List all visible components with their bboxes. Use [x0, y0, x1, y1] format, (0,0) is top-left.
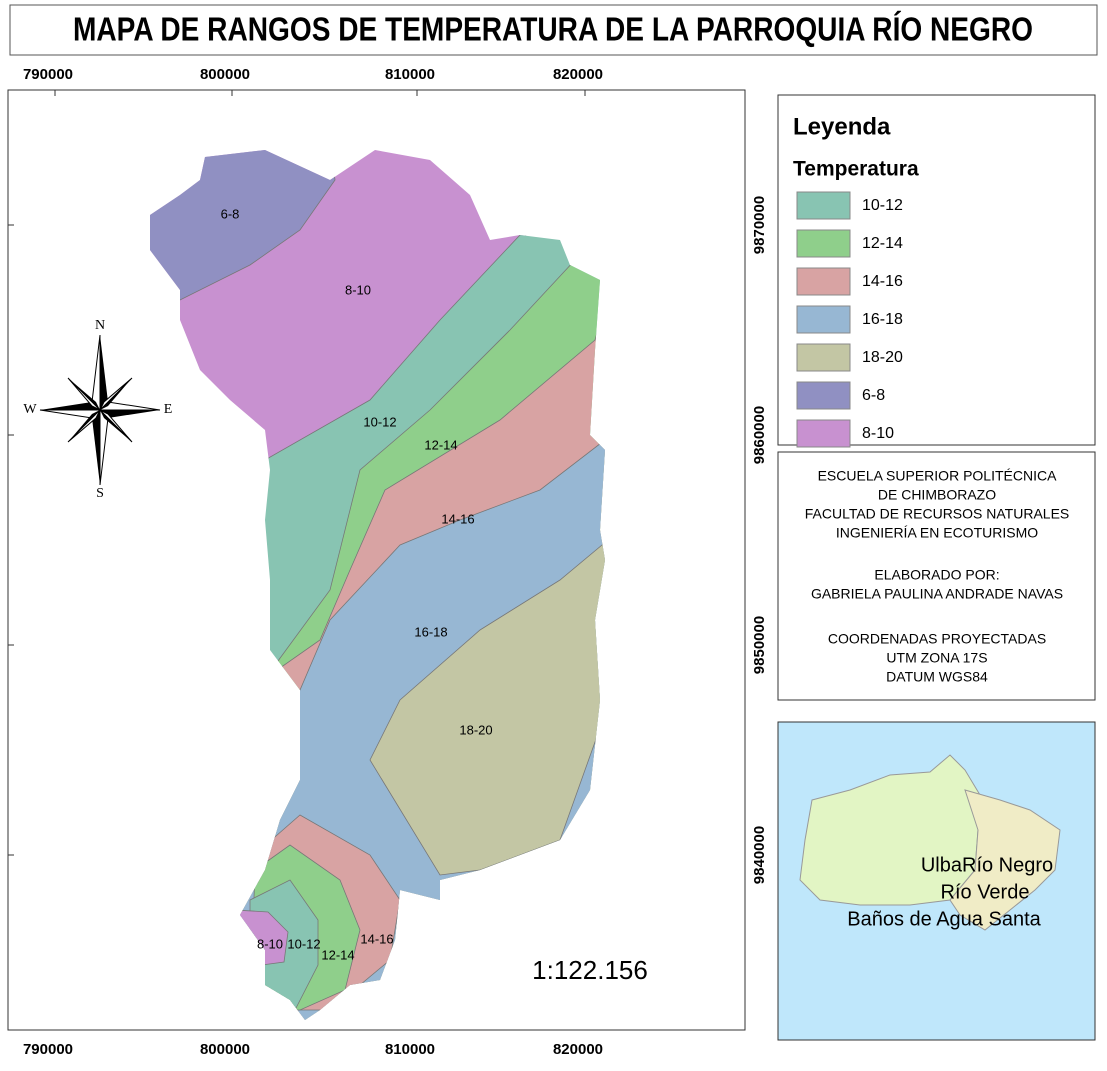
x-coord-top: 820000 [553, 66, 603, 83]
zone-label: 6-8 [221, 206, 240, 221]
legend-label: 12-14 [862, 235, 903, 252]
inset-rio-negro [949, 789, 1061, 931]
zone-label: 8-10 [257, 936, 283, 951]
legend-label: 14-16 [862, 273, 903, 290]
y-coord: 9840000 [751, 826, 768, 884]
compass-s: S [96, 486, 104, 501]
legend-swatch [796, 229, 851, 258]
x-coord-top: 810000 [385, 66, 435, 83]
legend-label: 8-10 [862, 425, 894, 442]
zone-label: 14-16 [360, 931, 393, 946]
legend-swatch [796, 343, 851, 372]
scale: 1:122.156 [532, 955, 648, 985]
map-title: MAPA DE RANGOS DE TEMPERATURA DE LA PARR… [73, 11, 1033, 48]
y-coord: 9860000 [751, 406, 768, 464]
zone-label: 8-10 [345, 282, 371, 297]
x-coord-bottom: 810000 [385, 1041, 435, 1058]
legend-label: 18-20 [862, 349, 903, 366]
zone-label: 18-20 [459, 722, 492, 737]
zone-label: 16-18 [414, 624, 447, 639]
compass-w: W [23, 402, 37, 417]
info-line: GABRIELA PAULINA ANDRADE NAVAS [811, 586, 1063, 602]
coordinates: 790000 790000 800000 800000 810000 810000 8200… [8, 66, 768, 1058]
legend-label: 6-8 [862, 387, 885, 404]
zone-label: 12-14 [424, 437, 457, 452]
x-coord-bottom: 790000 [23, 1041, 73, 1058]
zone-label: 12-14 [321, 947, 354, 962]
legend-swatch [796, 191, 851, 220]
legend-label: 10-12 [862, 197, 903, 214]
legend-swatch [796, 305, 851, 334]
legend-swatch [796, 419, 851, 448]
compass-e: E [164, 402, 173, 417]
x-coord-bottom: 820000 [553, 1041, 603, 1058]
zone-label: 10-12 [363, 414, 396, 429]
legend-title: Leyenda [793, 113, 891, 140]
info-line: INGENIERÍA EN ECOTURISMO [836, 525, 1038, 541]
info-line: FACULTAD DE RECURSOS NATURALES [805, 506, 1070, 522]
title-box [9, 4, 1098, 56]
info-line: ESCUELA SUPERIOR POLITÉCNICA [818, 468, 1058, 484]
x-coord-top: 800000 [200, 66, 250, 83]
info-line: COORDENADAS PROYECTADAS [828, 631, 1046, 647]
legend-swatch [796, 267, 851, 296]
info-text: ESCUELA SUPERIOR POLITÉCNICA DE CHIMBORAZ… [805, 468, 1070, 685]
legend-subtitle: Temperatura [793, 158, 919, 181]
info-line: ELABORADO POR: [874, 567, 999, 583]
info-line: DATUM WGS84 [886, 669, 988, 685]
zone [369, 529, 605, 876]
inset-label: Ulba [921, 854, 963, 876]
compass-n: N [95, 318, 105, 333]
x-coord-top: 790000 [23, 66, 73, 83]
x-coord-bottom: 800000 [200, 1041, 250, 1058]
legend-label: 16-18 [862, 311, 903, 328]
compass-rose: N S E W [23, 318, 172, 501]
info-line: DE CHIMBORAZO [878, 487, 996, 503]
y-coord: 9870000 [751, 196, 768, 254]
zone-label: 10-12 [287, 936, 320, 951]
zone-label: 14-16 [441, 511, 474, 526]
inset-label: Río Verde [941, 881, 1030, 903]
inset-label: Río Negro [962, 854, 1053, 876]
y-coord: 9850000 [751, 616, 768, 674]
legend-swatch [796, 381, 851, 410]
info-box [777, 451, 1096, 701]
inset-label: Baños de Agua Santa [847, 908, 1041, 930]
info-line: UTM ZONA 17S [886, 650, 987, 666]
legend-items: 10-12 12-14 14-16 16-18 18-20 6-8 8-10 [796, 191, 903, 448]
